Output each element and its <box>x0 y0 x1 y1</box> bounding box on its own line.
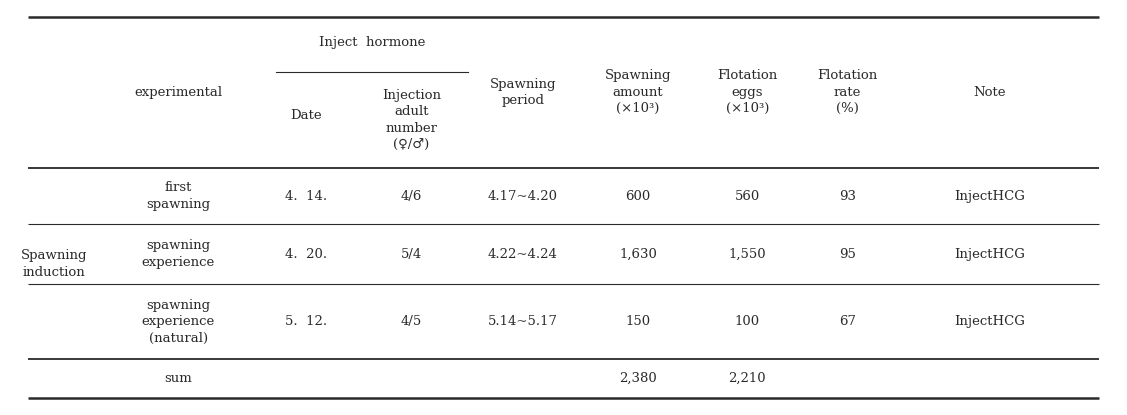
Text: Spawning
period: Spawning period <box>489 78 557 107</box>
Text: 2,380: 2,380 <box>619 372 657 385</box>
Text: 4/6: 4/6 <box>401 190 421 203</box>
Text: Note: Note <box>974 86 1005 99</box>
Text: spawning
experience: spawning experience <box>142 239 214 269</box>
Text: 1,550: 1,550 <box>728 248 766 261</box>
Text: 5/4: 5/4 <box>401 248 421 261</box>
Text: Flotation
rate
(%): Flotation rate (%) <box>817 69 878 115</box>
Text: Spawning
amount
(×10³): Spawning amount (×10³) <box>604 69 672 115</box>
Text: sum: sum <box>165 372 192 385</box>
Text: 2,210: 2,210 <box>728 372 766 385</box>
Text: 560: 560 <box>735 190 760 203</box>
Text: Injection
adult
number
(♀/♂): Injection adult number (♀/♂) <box>382 88 441 151</box>
Text: 4.22~4.24: 4.22~4.24 <box>488 248 558 261</box>
Text: 4.  14.: 4. 14. <box>285 190 328 203</box>
Text: Inject  hormone: Inject hormone <box>319 36 425 49</box>
Text: 1,630: 1,630 <box>619 248 657 261</box>
Text: 93: 93 <box>838 190 857 203</box>
Text: 150: 150 <box>625 315 650 328</box>
Text: InjectHCG: InjectHCG <box>955 248 1024 261</box>
Text: 4.17~4.20: 4.17~4.20 <box>488 190 558 203</box>
Text: spawning
experience
(natural): spawning experience (natural) <box>142 299 214 344</box>
Text: 4.  20.: 4. 20. <box>285 248 328 261</box>
Text: 600: 600 <box>625 190 650 203</box>
Text: InjectHCG: InjectHCG <box>955 190 1024 203</box>
Text: 100: 100 <box>735 315 760 328</box>
Text: first
spawning: first spawning <box>147 181 210 211</box>
Text: 5.14~5.17: 5.14~5.17 <box>488 315 558 328</box>
Text: InjectHCG: InjectHCG <box>955 315 1024 328</box>
Text: Date: Date <box>291 109 322 122</box>
Text: 67: 67 <box>838 315 857 328</box>
Text: 5.  12.: 5. 12. <box>285 315 328 328</box>
Text: Flotation
eggs
(×10³): Flotation eggs (×10³) <box>717 69 778 115</box>
Text: experimental: experimental <box>134 86 222 99</box>
Text: 95: 95 <box>840 248 855 261</box>
Text: Spawning
induction: Spawning induction <box>20 249 88 278</box>
Text: 4/5: 4/5 <box>401 315 421 328</box>
